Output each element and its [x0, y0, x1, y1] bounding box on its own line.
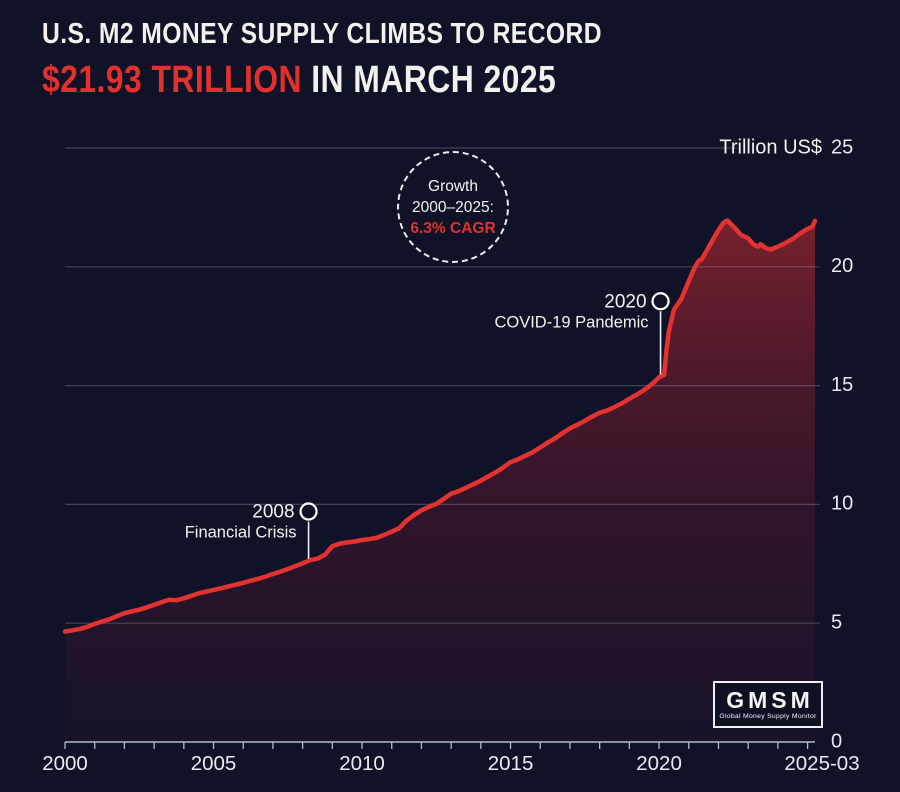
y-tick-label-25: 25 [831, 136, 853, 158]
logo-subtitle: Global Money Supply Monitor [719, 713, 817, 720]
annotation-year-2008: 2008 [252, 502, 294, 523]
title-line-2: $21.93 TRILLION IN MARCH 2025 [42, 59, 595, 102]
growth-badge: Growth 2000–2025: 6.3% CAGR [397, 151, 509, 263]
annotation-text-2020: COVID-19 Pandemic [494, 313, 648, 331]
x-tick-label-2000: 2000 [42, 752, 88, 775]
x-tick-label-2015: 2015 [488, 752, 534, 775]
x-tick-label-2020: 2020 [636, 752, 682, 775]
logo-name: GMSM [726, 687, 814, 713]
y-tick-label-10: 10 [831, 493, 853, 515]
title-line-2-rest: IN MARCH 2025 [301, 59, 557, 101]
x-tick-label-2025-03: 2025-03 [784, 752, 859, 775]
y-tick-label-15: 15 [831, 374, 853, 396]
annotation-marker-2020 [651, 292, 670, 311]
y-axis-unit-label: Trillion US$ [719, 136, 822, 158]
gmsm-logo: GMSM Global Money Supply Monitor [713, 681, 823, 728]
m2-line [62, 218, 818, 634]
title-line-1: U.S. M2 MONEY SUPPLY CLIMBS TO RECORD [42, 18, 602, 50]
badge-period-label: 2000–2025: [412, 198, 494, 216]
title-block: U.S. M2 MONEY SUPPLY CLIMBS TO RECORD $2… [42, 18, 701, 102]
badge-growth-label: Growth [428, 177, 478, 195]
title-amount: $21.93 TRILLION [42, 59, 302, 101]
m2-area-fill [65, 220, 815, 742]
y-tick-label-0: 0 [831, 730, 842, 752]
annotation-text-2008: Financial Crisis [185, 524, 297, 542]
annotation-year-2020: 2020 [604, 291, 646, 312]
y-tick-label-20: 20 [831, 255, 853, 277]
y-tick-label-5: 5 [831, 611, 842, 633]
x-tick-label-2005: 2005 [191, 752, 237, 775]
badge-cagr-value: 6.3% CAGR [410, 219, 496, 237]
annotation-marker-2008 [299, 502, 318, 521]
x-tick-label-2010: 2010 [339, 752, 385, 775]
